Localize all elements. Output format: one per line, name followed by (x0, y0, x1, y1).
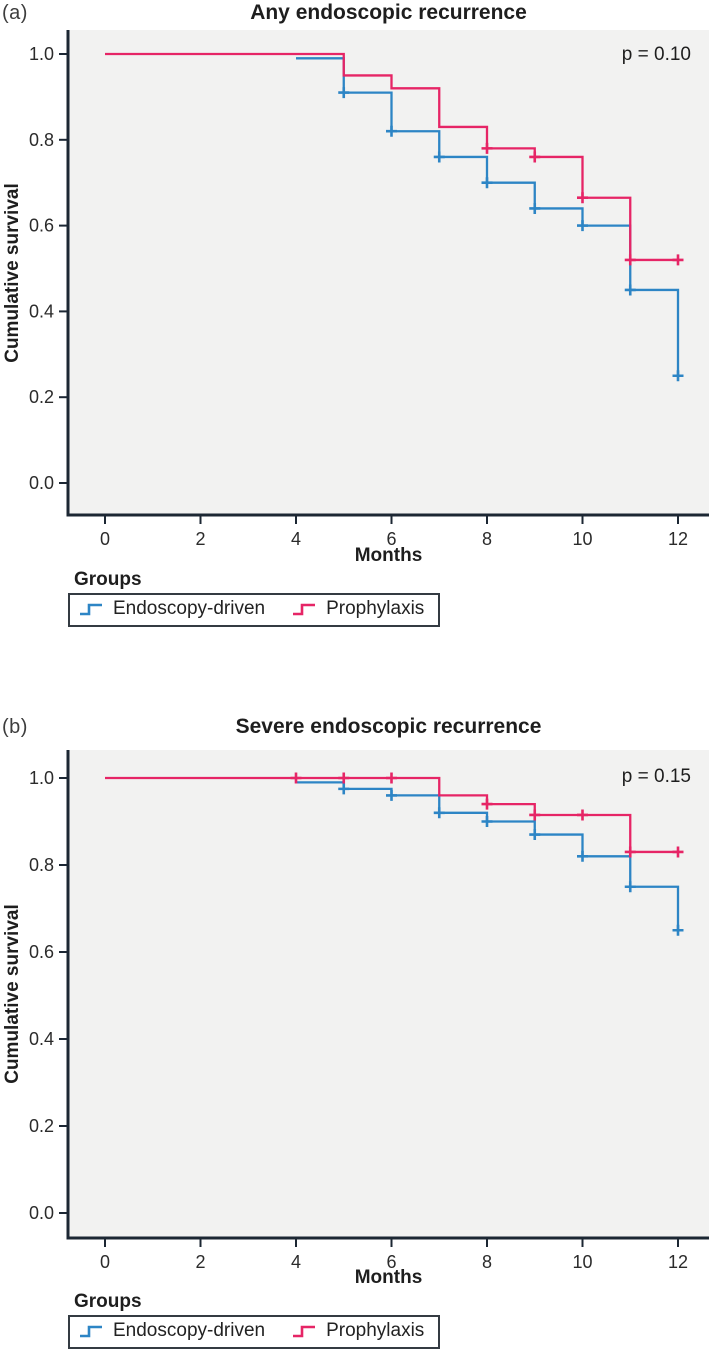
p-value-annotation-a: p = 0.10 (621, 44, 691, 65)
legend-label: Prophylaxis (326, 1320, 425, 1341)
panel-label-a: (a) (2, 2, 28, 24)
svg-text:0.0: 0.0 (29, 473, 54, 493)
x-axis-label-a: Months (354, 545, 423, 566)
svg-text:1.0: 1.0 (29, 768, 54, 788)
legend-label: Prophylaxis (326, 598, 425, 619)
svg-text:0.8: 0.8 (29, 855, 54, 875)
svg-text:12: 12 (668, 529, 688, 549)
svg-text:0.0: 0.0 (29, 1203, 54, 1223)
svg-text:10: 10 (572, 1252, 592, 1270)
legend-entry-endoscopy-driven: Endoscopy-driven (78, 1320, 265, 1342)
svg-text:0.8: 0.8 (29, 130, 54, 150)
km-plot-a: 1.0 0.8 0.6 0.4 0.2 0.0 0 2 4 6 8 10 12 (29, 30, 709, 549)
x-axis-label-b: Months (354, 1267, 423, 1288)
svg-text:12: 12 (668, 1252, 688, 1270)
legend-title-a: Groups (74, 569, 142, 590)
svg-text:2: 2 (195, 529, 205, 549)
svg-text:0: 0 (100, 529, 110, 549)
svg-text:0: 0 (100, 1252, 110, 1270)
km-plot-b: 1.0 0.8 0.6 0.4 0.2 0.0 0 2 4 6 8 10 12 (29, 750, 709, 1270)
svg-text:4: 4 (291, 529, 301, 549)
svg-text:0.6: 0.6 (29, 216, 54, 236)
legend-entry-prophylaxis: Prophylaxis (291, 1320, 424, 1342)
svg-text:8: 8 (482, 529, 492, 549)
svg-text:2: 2 (195, 1252, 205, 1270)
svg-text:10: 10 (572, 529, 592, 549)
legend-label: Endoscopy-driven (113, 1320, 266, 1341)
legend-entry-prophylaxis: Prophylaxis (291, 598, 424, 620)
svg-text:0.4: 0.4 (29, 301, 54, 321)
svg-text:0.6: 0.6 (29, 942, 54, 962)
chart-title-a: Any endoscopic recurrence (250, 1, 527, 24)
legend-a: Endoscopy-driven Prophylaxis (68, 593, 441, 627)
svg-text:8: 8 (482, 1252, 492, 1270)
svg-text:0.2: 0.2 (29, 1116, 54, 1136)
svg-text:4: 4 (291, 1252, 301, 1270)
chart-title-b: Severe endoscopic recurrence (235, 715, 542, 738)
svg-text:0.4: 0.4 (29, 1029, 54, 1049)
legend-entry-endoscopy-driven: Endoscopy-driven (78, 598, 265, 620)
prophylaxis-line-glyph (293, 1325, 316, 1338)
endoscopy-driven-line-glyph (80, 1325, 102, 1338)
legend-title-b: Groups (74, 1291, 142, 1312)
legend-label: Endoscopy-driven (113, 598, 266, 619)
p-value-annotation-b: p = 0.15 (621, 766, 691, 787)
panel-a: (a) Any endoscopic recurrence Cumulative… (2, 1, 709, 627)
panel-label-b: (b) (2, 716, 28, 738)
svg-text:6: 6 (386, 529, 396, 549)
svg-text:1.0: 1.0 (29, 44, 54, 64)
prophylaxis-line-glyph (293, 603, 316, 616)
legend-b: Endoscopy-driven Prophylaxis (68, 1315, 441, 1349)
svg-text:0.2: 0.2 (29, 387, 54, 407)
endoscopy-driven-line-glyph (80, 603, 102, 616)
svg-text:6: 6 (386, 1252, 396, 1270)
panel-b: (b) Severe endoscopic recurrence Cumulat… (0, 690, 709, 1350)
